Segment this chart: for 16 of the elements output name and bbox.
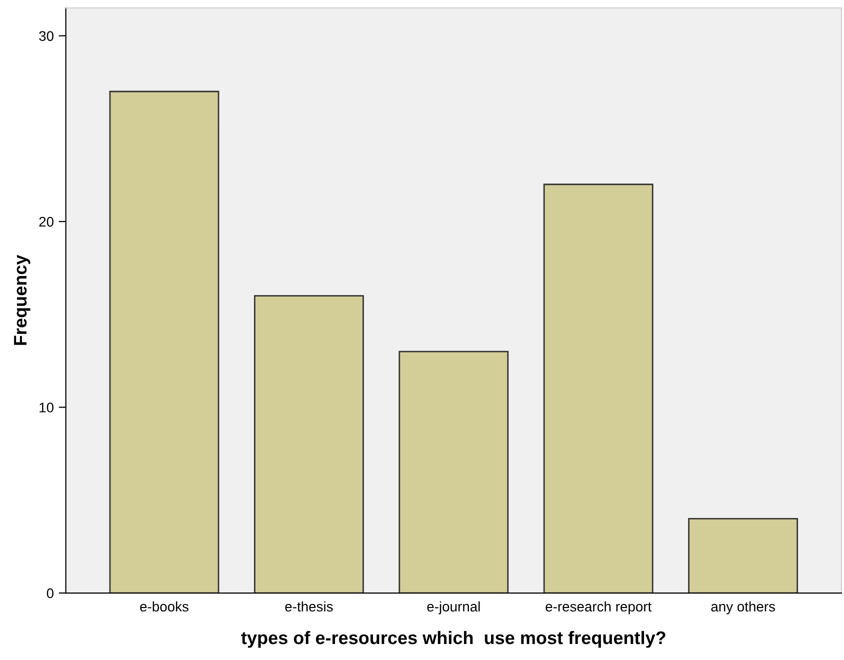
y-tick-label: 0 bbox=[46, 588, 54, 598]
x-tick-label: e-research report bbox=[546, 601, 652, 614]
y-tick-label: 30 bbox=[39, 31, 54, 41]
bar bbox=[254, 295, 364, 594]
x-axis-title: types of e-resources which use most frequently? bbox=[241, 630, 666, 648]
y-tick-label: 20 bbox=[39, 216, 54, 227]
x-tick-label: e-thesis bbox=[285, 601, 333, 612]
bar bbox=[398, 350, 509, 594]
x-tick-label: any others bbox=[711, 601, 775, 614]
y-tick-label: 10 bbox=[40, 402, 54, 412]
x-tick-label: e-journal bbox=[427, 601, 480, 614]
x-tick-label: e-books bbox=[140, 601, 188, 612]
bar bbox=[109, 90, 220, 594]
bar bbox=[543, 184, 654, 594]
y-axis-title: Frequency bbox=[14, 254, 30, 345]
bar bbox=[688, 518, 798, 594]
